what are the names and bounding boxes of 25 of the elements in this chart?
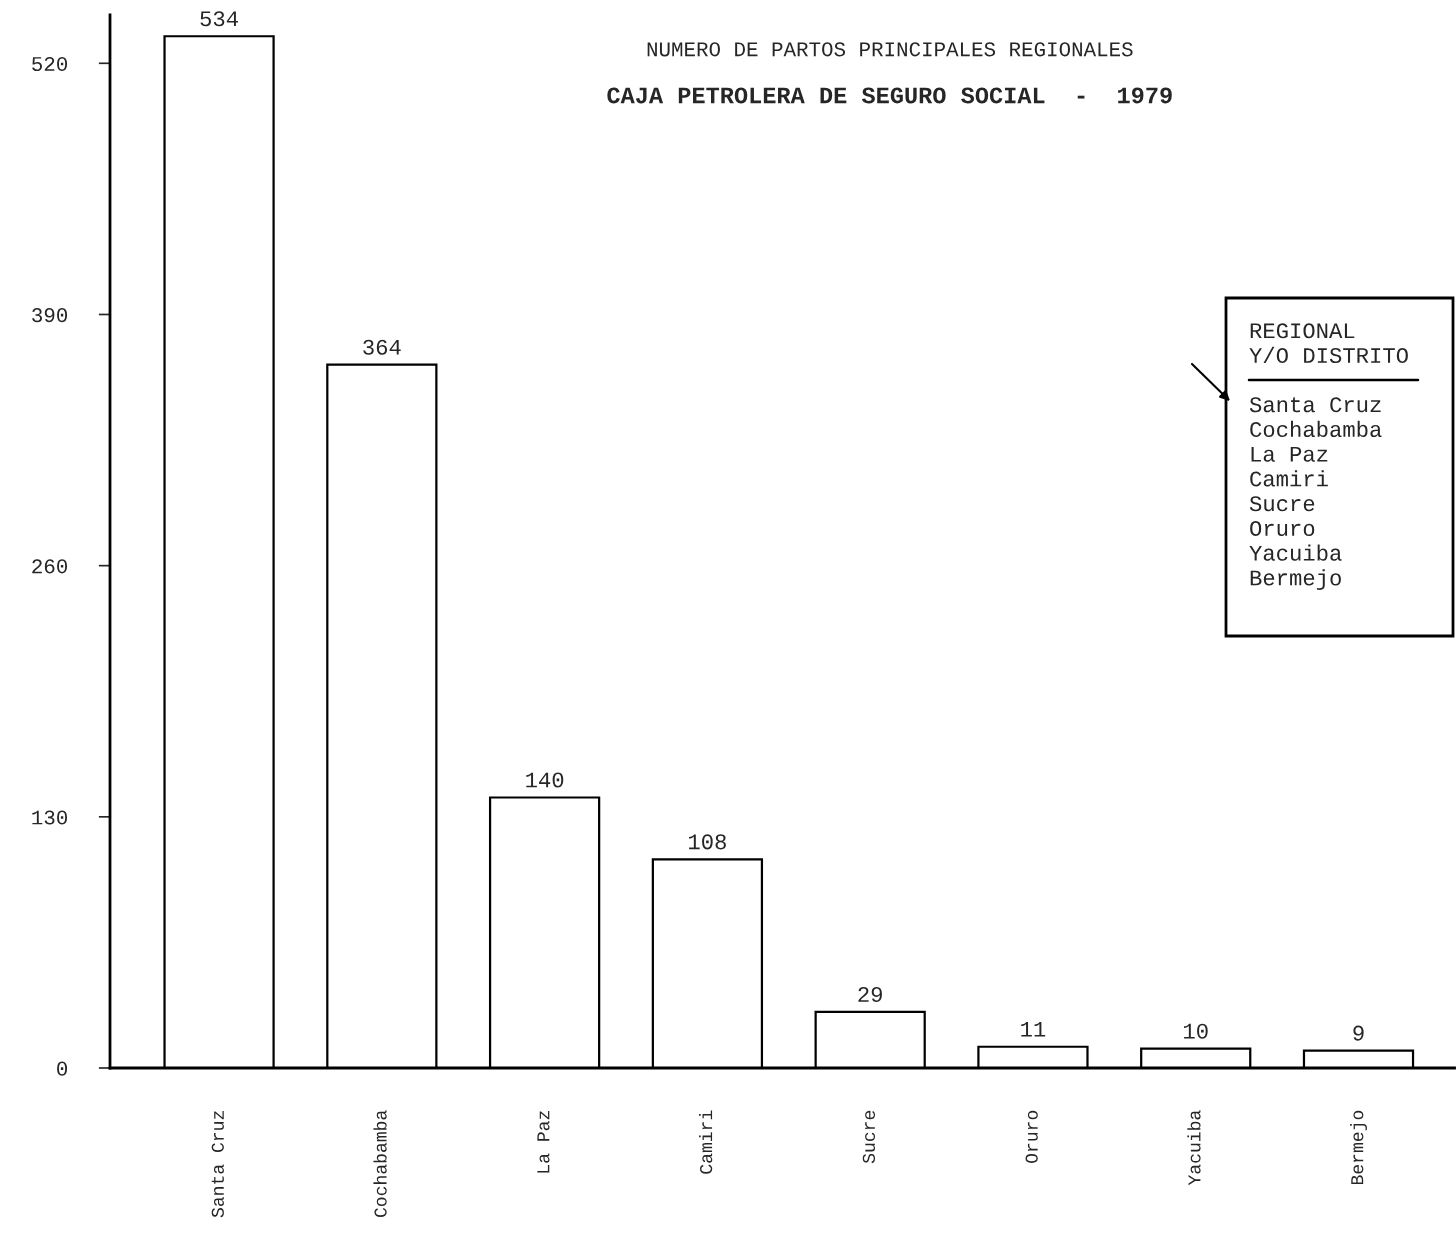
annotation: Santa Cruz Cochabamba La Paz Camiri Sucre Oruro Yacuiba Bermejo — [1249, 397, 1382, 590]
x-tick-label: Santa Cruz — [211, 1111, 224, 1218]
data-label: 10 — [1184, 1023, 1208, 1039]
data-label: 140 — [526, 772, 564, 788]
x-tick-label: Camiri — [698, 1110, 713, 1174]
x-tick-label: Oruro — [1025, 1110, 1038, 1163]
y-tick-label: 0 — [57, 1061, 68, 1076]
text: CAJA PETROLERA DE SEGURO SOCIAL - 1979 — [607, 87, 1172, 104]
x-tick-label: Bermejo — [1350, 1110, 1367, 1185]
text: NUMERO DE PARTOS PRINCIPALES REGIONALES — [647, 42, 1133, 57]
data-label: 11 — [1021, 1021, 1046, 1037]
data-label: 9 — [1353, 1025, 1364, 1041]
x-tick-label: La Paz — [537, 1111, 550, 1173]
y-tick-label: 390 — [32, 308, 68, 323]
annotation: REGIONAL Y/O DISTRITO — [1249, 323, 1408, 364]
y-tick-label: 260 — [32, 559, 68, 574]
data-label: 364 — [363, 339, 401, 355]
x-tick-label: Cochabamba — [373, 1110, 387, 1218]
data-label: 534 — [200, 11, 238, 27]
x-tick-label: Yacuiba — [1187, 1110, 1201, 1186]
x-tick-label: Sucre — [862, 1110, 876, 1164]
data-label: 108 — [689, 834, 726, 850]
y-tick-label: 130 — [32, 810, 68, 825]
y-tick-label: 520 — [32, 56, 68, 72]
data-label: 29 — [858, 986, 882, 1003]
